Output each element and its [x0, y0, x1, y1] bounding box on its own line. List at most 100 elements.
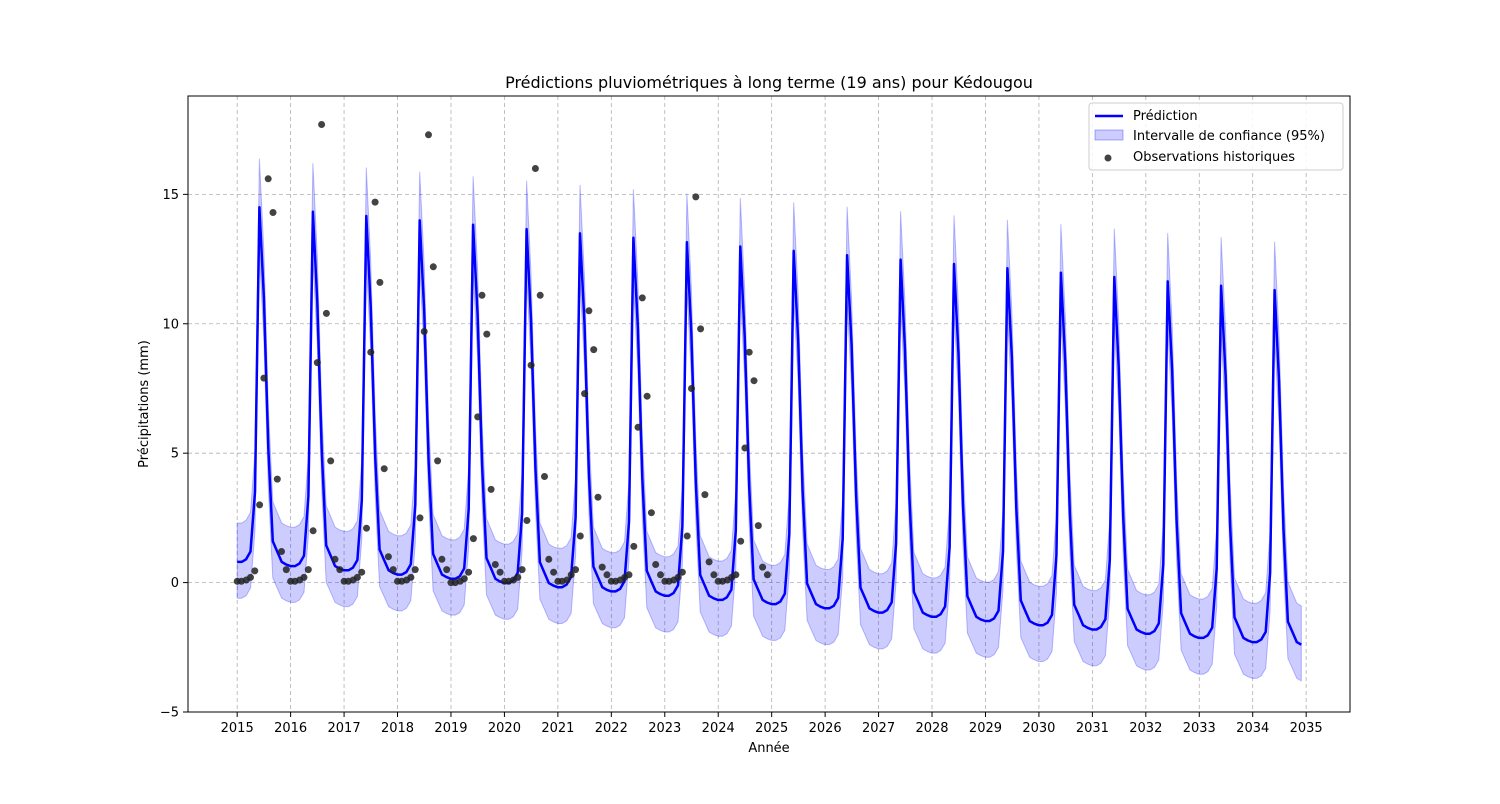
observation-point	[327, 457, 335, 465]
observation-point	[389, 566, 397, 574]
chart-title: Prédictions pluviométriques à long terme…	[505, 73, 1033, 92]
x-tick-label: 2021	[541, 721, 574, 736]
x-tick-label: 2035	[1290, 721, 1323, 736]
legend-observations-label: Observations historiques	[1133, 150, 1295, 165]
observation-point	[269, 209, 277, 216]
x-tick-label: 2027	[862, 721, 895, 736]
observation-point	[376, 278, 384, 286]
x-tick-label: 2025	[755, 721, 788, 736]
x-tick-label: 2030	[1022, 721, 1055, 736]
y-tick-label: 0	[171, 576, 179, 591]
observation-point	[264, 175, 272, 183]
observation-point	[541, 473, 548, 480]
observation-point	[634, 423, 642, 431]
observation-point	[625, 571, 633, 579]
x-tick-label: 2015	[221, 721, 254, 736]
observation-point	[531, 165, 539, 172]
observation-point	[701, 491, 709, 499]
observation-point	[363, 524, 370, 532]
observation-point	[581, 390, 589, 398]
observation-point	[478, 291, 486, 299]
x-tick-label: 2028	[915, 721, 948, 736]
x-tick-label: 2016	[274, 721, 307, 736]
observation-point	[300, 573, 308, 581]
observation-point	[643, 392, 651, 400]
observation-point	[590, 346, 598, 354]
legend: Prédiction Intervalle de confiance (95%)…	[1088, 102, 1344, 171]
observation-point	[550, 568, 558, 576]
observation-point	[750, 377, 758, 385]
observation-point	[260, 374, 268, 382]
observation-point	[358, 568, 366, 576]
observation-point	[745, 348, 753, 356]
observation-point	[443, 566, 451, 574]
observation-point	[420, 328, 428, 335]
observation-point	[256, 501, 264, 509]
observation-point	[425, 131, 432, 139]
prediction-line	[237, 206, 1302, 646]
observation-point	[674, 573, 682, 581]
observation-point	[416, 514, 424, 522]
observation-point	[545, 555, 553, 563]
x-tick-label: 2029	[969, 721, 1002, 736]
observation-point	[678, 568, 686, 576]
observation-point	[630, 542, 638, 550]
observation-point	[563, 576, 571, 584]
legend-prediction-label: Prédiction	[1133, 109, 1198, 124]
observation-point	[705, 558, 713, 566]
observation-point	[371, 198, 379, 206]
prediction-line-layer	[237, 206, 1302, 646]
observation-point	[411, 566, 419, 574]
confidence-band-layer	[236, 158, 1302, 682]
observation-point	[438, 555, 446, 563]
y-tick-label: 15	[162, 188, 179, 203]
observation-point	[536, 291, 544, 299]
observation-point	[331, 555, 339, 563]
observation-point	[523, 517, 531, 524]
observation-point	[657, 571, 664, 579]
observation-point	[692, 193, 700, 201]
confidence-band	[236, 158, 1302, 682]
observation-point	[754, 522, 762, 530]
observation-point	[763, 571, 771, 579]
legend-box	[1088, 102, 1344, 171]
observation-point	[380, 465, 388, 473]
observation-point	[304, 566, 312, 574]
y-tick-label: 5	[171, 447, 179, 462]
observation-point	[759, 563, 767, 571]
observation-point	[483, 330, 491, 338]
legend-confidence-label: Intervalle de confiance (95%)	[1133, 129, 1325, 144]
observation-point	[251, 567, 259, 575]
observation-point	[469, 535, 477, 543]
observation-point	[638, 294, 646, 302]
x-tick-label: 2019	[434, 721, 467, 736]
observation-point	[496, 568, 504, 576]
observation-point	[710, 571, 718, 579]
observation-point	[741, 444, 749, 452]
x-tick-label: 2033	[1183, 721, 1216, 736]
observation-point	[688, 385, 695, 392]
x-tick-label: 2026	[809, 721, 842, 736]
x-tick-label: 2034	[1236, 721, 1269, 736]
observation-point	[598, 563, 606, 571]
observation-point	[322, 309, 330, 317]
observation-point	[572, 566, 579, 574]
observation-point	[585, 307, 593, 315]
observation-point	[576, 532, 584, 540]
observations-layer	[233, 121, 771, 587]
observation-point	[732, 571, 740, 579]
x-tick-label: 2017	[328, 721, 361, 736]
legend-observations-swatch	[1104, 154, 1112, 162]
observation-point	[309, 527, 317, 535]
legend-confidence-swatch	[1094, 129, 1124, 141]
observation-point	[603, 571, 611, 579]
observation-point	[434, 457, 442, 465]
observation-point	[567, 571, 575, 579]
observation-point	[313, 359, 321, 367]
observation-point	[474, 413, 482, 421]
x-axis-label: Année	[748, 741, 789, 756]
x-tick-label: 2022	[595, 721, 628, 736]
observation-point	[647, 509, 655, 517]
